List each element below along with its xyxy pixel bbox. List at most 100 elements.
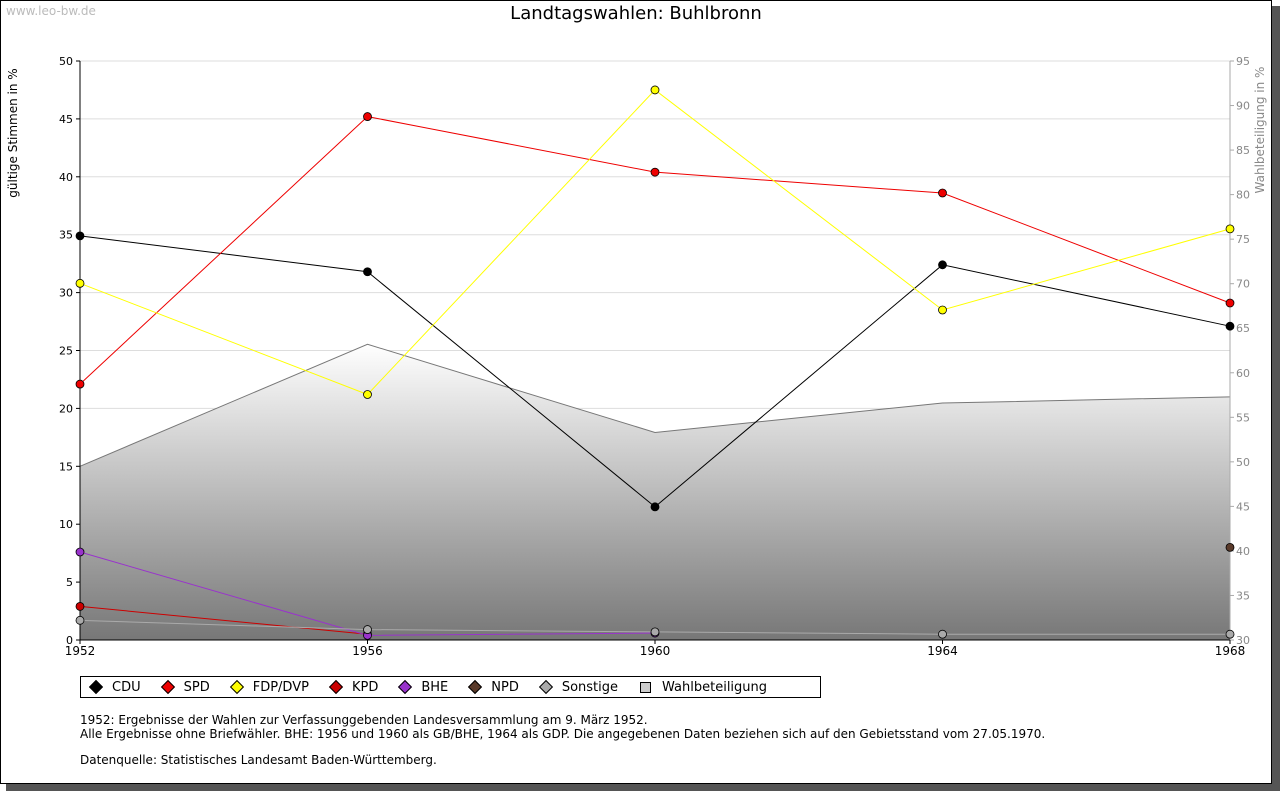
- legend-marker: [328, 679, 344, 695]
- series-spd: [75, 112, 1235, 389]
- y2-tick-label: 40: [1236, 545, 1250, 558]
- data-point: [75, 547, 85, 557]
- series: [75, 85, 1235, 640]
- data-point: [650, 85, 660, 95]
- x-tick-label: 1968: [1215, 644, 1246, 658]
- series-fdp-dvp: [75, 85, 1235, 399]
- y2-tick-label: 60: [1236, 367, 1250, 380]
- frame-shadow-bottom: [6, 784, 1280, 791]
- legend-item: KPD: [328, 679, 379, 695]
- legend-label: NPD: [491, 679, 519, 695]
- data-point: [363, 625, 372, 634]
- y2-tick-label: 35: [1236, 589, 1250, 602]
- data-point: [650, 627, 660, 637]
- frame-shadow-right: [1272, 6, 1280, 791]
- y-tick-label: 15: [59, 460, 73, 473]
- legend-label: Sonstige: [561, 679, 619, 695]
- data-point: [75, 231, 85, 241]
- data-point: [938, 305, 947, 315]
- y-axis-label: gültige Stimmen in %: [6, 68, 20, 197]
- legend-item: Wahlbeteiligung: [640, 680, 767, 695]
- legend-item: Sonstige: [538, 679, 619, 695]
- y2-tick-label: 95: [1236, 55, 1250, 68]
- series-line: [79, 605, 368, 635]
- note-line-2: Alle Ergebnisse ohne Briefwähler. BHE: 1…: [80, 727, 1046, 741]
- data-point: [363, 267, 372, 277]
- legend-label: BHE: [421, 679, 449, 695]
- x-tick-label: 1956: [352, 644, 383, 658]
- y2-tick-label: 65: [1236, 322, 1250, 335]
- data-point: [938, 260, 947, 270]
- legend-item: BHE: [398, 679, 449, 695]
- data-point: [650, 502, 660, 512]
- x-tick-label: 1960: [640, 644, 671, 658]
- data-point: [363, 112, 372, 121]
- chart-title: Landtagswahlen: Buhlbronn: [510, 3, 762, 24]
- y-tick-label: 5: [66, 576, 73, 589]
- data-point: [1225, 542, 1235, 552]
- y-tick-label: 50: [59, 55, 73, 68]
- y-tick-label: 25: [59, 345, 73, 358]
- legend-label: SPD: [183, 679, 210, 695]
- y-tick-label: 30: [59, 287, 73, 300]
- data-point: [75, 615, 85, 625]
- legend-marker: [538, 679, 553, 695]
- legend-marker: [229, 679, 244, 695]
- y-tick-label: 40: [59, 171, 73, 184]
- legend-item: FDP/DVP: [229, 679, 309, 695]
- y2-tick-label: 45: [1236, 500, 1250, 513]
- y2-tick-label: 85: [1236, 144, 1250, 157]
- y2-tick-label: 75: [1236, 233, 1250, 246]
- legend-label: CDU: [112, 679, 141, 695]
- x-tick-label: 1964: [927, 644, 958, 658]
- legend-marker: [88, 679, 104, 695]
- data-point: [1225, 321, 1235, 331]
- y2-tick-label: 30: [1236, 634, 1250, 647]
- data-point: [650, 167, 660, 177]
- watermark: www.leo-bw.de: [6, 4, 96, 18]
- y-tick-label: 10: [59, 518, 73, 531]
- legend-label: Wahlbeteiligung: [662, 679, 768, 695]
- note-line-1: 1952: Ergebnisse der Wahlen zur Verfassu…: [80, 713, 648, 727]
- legend-item: NPD: [468, 679, 519, 695]
- turnout-area: [79, 343, 1231, 640]
- y2-tick-label: 50: [1236, 456, 1250, 469]
- turnout-area-fill: [80, 344, 1230, 640]
- legend-marker: [160, 679, 175, 695]
- data-point: [1225, 224, 1235, 234]
- y2-tick-label: 90: [1236, 100, 1250, 113]
- legend-item: CDU: [88, 679, 141, 695]
- y-tick-label: 20: [59, 402, 73, 415]
- series-npd: [1225, 542, 1235, 552]
- data-point: [1225, 298, 1235, 308]
- turnout-line: [79, 343, 1231, 467]
- y2-tick-label: 80: [1236, 189, 1250, 202]
- legend-label: FDP/DVP: [252, 679, 309, 695]
- data-point: [75, 379, 85, 389]
- legend: CDU SPD FDP/DVP KPD BHE NPD Sonstige Wahlbeteil…: [80, 676, 821, 698]
- legend-item: SPD: [160, 679, 210, 695]
- y-tick-label: 0: [66, 634, 73, 647]
- series-cdu: [75, 231, 1235, 512]
- y2-tick-label: 70: [1236, 278, 1250, 291]
- data-point: [363, 390, 372, 399]
- data-point: [938, 629, 947, 639]
- axes: 0 5 10 15 20 25 30 35 40 45 50 30 35 40 45 50 55 60 65 70 75…: [59, 55, 1250, 658]
- y-tick-label: 35: [59, 229, 73, 242]
- data-point: [75, 278, 85, 288]
- data-point: [1225, 629, 1235, 639]
- legend-label: KPD: [351, 679, 379, 695]
- note-line-3: Datenquelle: Statistisches Landesamt Bad…: [80, 753, 437, 767]
- y2-axis-label: Wahlbeteiligung in %: [1253, 67, 1267, 194]
- series-sonstige: [75, 615, 1235, 639]
- legend-marker: [640, 681, 652, 693]
- legend-marker: [468, 679, 483, 695]
- series-line: [79, 89, 1231, 396]
- y2-tick-label: 55: [1236, 411, 1250, 424]
- data-point: [75, 602, 85, 611]
- legend-marker: [398, 679, 413, 695]
- y-tick-label: 45: [59, 113, 73, 126]
- x-tick-label: 1952: [65, 644, 96, 658]
